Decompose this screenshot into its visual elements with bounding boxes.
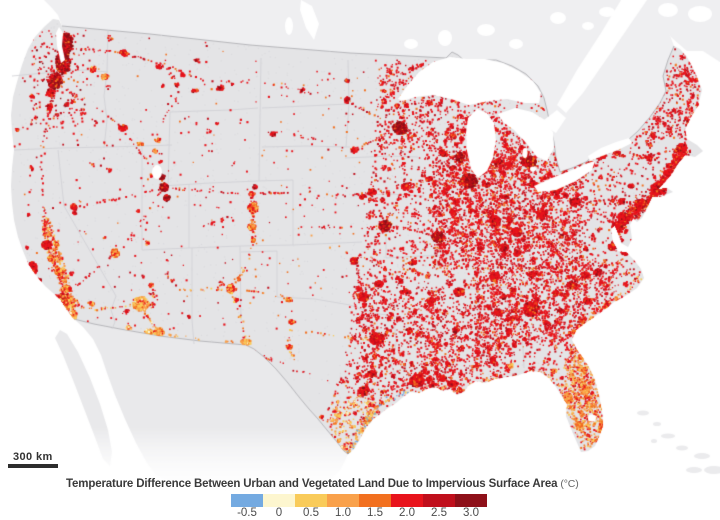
legend-tick-label: 2.0 xyxy=(399,507,415,519)
legend-tick-label: -0.5 xyxy=(237,507,257,519)
scale-bar-label: 300 km xyxy=(13,451,53,463)
legend-unit: (°C) xyxy=(560,478,579,490)
legend-title-text: Temperature Difference Between Urban and… xyxy=(66,478,558,490)
legend-swatch xyxy=(455,494,487,507)
legend-tick-label: 0.5 xyxy=(303,507,319,519)
scale-bar-line xyxy=(8,464,58,468)
legend-tick-label: 1.5 xyxy=(367,507,383,519)
legend-swatch xyxy=(231,494,263,507)
legend-swatch xyxy=(295,494,327,507)
scale-bar: 300 km xyxy=(8,451,58,468)
legend-title: Temperature Difference Between Urban and… xyxy=(66,478,579,490)
legend-swatch xyxy=(327,494,359,507)
legend-tick-label: 0 xyxy=(275,507,283,519)
legend-swatch xyxy=(391,494,423,507)
legend-swatch xyxy=(423,494,455,507)
legend-tick-label: 1.0 xyxy=(335,507,351,519)
legend-tick-label: 2.5 xyxy=(431,507,447,519)
legend-swatch xyxy=(263,494,295,507)
legend-tick-label: 3.0 xyxy=(463,507,479,519)
legend-swatch xyxy=(359,494,391,507)
legend-color-ramp xyxy=(231,494,487,507)
legend-tick-labels: -0.5 0 0.5 1.0 1.5 2.0 2.5 3.0 xyxy=(231,507,487,519)
